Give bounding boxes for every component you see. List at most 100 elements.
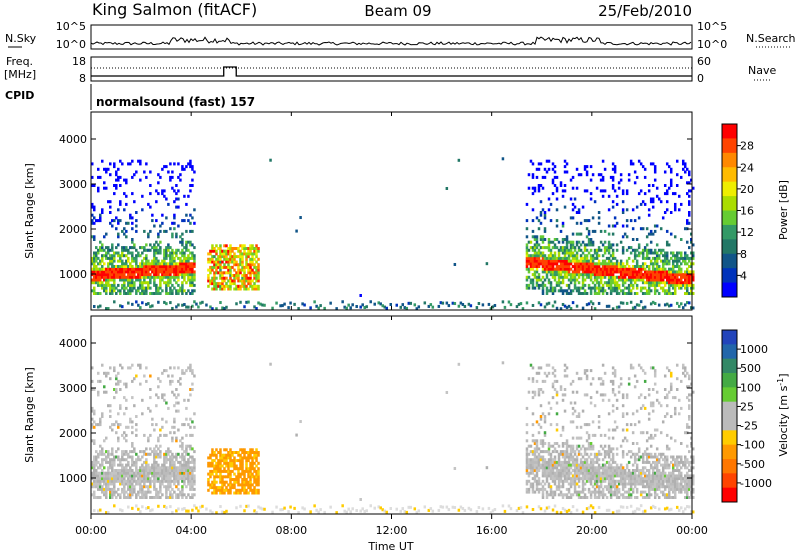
velocity-cell xyxy=(595,477,599,481)
power-cell xyxy=(149,275,152,279)
velocity-cell xyxy=(537,487,541,491)
power-cell xyxy=(141,246,144,250)
power-cell xyxy=(571,273,575,277)
power-cell xyxy=(671,259,675,263)
power-cell xyxy=(619,289,623,293)
power-cell xyxy=(225,271,228,275)
velocity-cell xyxy=(93,479,96,483)
power-cell xyxy=(607,224,611,228)
velocity-cell xyxy=(565,452,569,456)
power-cell xyxy=(529,265,533,268)
power-cell xyxy=(617,186,621,190)
velocity-cell xyxy=(611,447,615,451)
power-cell xyxy=(149,281,152,285)
velocity-cell xyxy=(139,450,142,454)
power-cell xyxy=(145,254,148,258)
velocity-cell xyxy=(153,482,156,486)
velocity-cell xyxy=(155,450,158,454)
velocity-cell xyxy=(543,471,547,475)
power-cell xyxy=(527,259,531,263)
velocity-cell xyxy=(245,467,248,471)
power-cell xyxy=(167,170,170,174)
power-cell xyxy=(91,175,94,179)
power-cell xyxy=(537,251,541,255)
power-cell xyxy=(533,275,537,279)
power-cell xyxy=(125,275,128,279)
power-cell xyxy=(633,251,637,255)
power-cell xyxy=(593,307,597,311)
velocity-cell xyxy=(539,482,543,486)
power-cell xyxy=(227,257,230,261)
power-cell xyxy=(679,262,683,266)
velocity-cell xyxy=(587,466,591,470)
velocity-cell xyxy=(537,390,541,394)
power-cell xyxy=(255,260,258,264)
power-cell xyxy=(607,270,611,274)
power-cell xyxy=(601,270,605,274)
power-cell xyxy=(177,283,180,287)
velocity-cell xyxy=(223,491,226,495)
velocity-cell xyxy=(117,493,120,497)
velocity-cell xyxy=(237,491,240,495)
power-cell xyxy=(133,267,136,271)
power-cell xyxy=(101,283,104,287)
power-cell xyxy=(563,246,567,250)
velocity-cell xyxy=(125,466,128,470)
power-cell xyxy=(591,243,595,247)
velocity-cell xyxy=(193,466,196,470)
power-cell xyxy=(655,186,659,190)
velocity-cell xyxy=(157,455,160,459)
velocity-cell xyxy=(363,510,366,514)
power-cell xyxy=(663,283,667,287)
velocity-cell xyxy=(91,379,94,383)
power-cell xyxy=(641,275,645,279)
power-cell xyxy=(641,267,645,271)
velocity-cell xyxy=(541,469,545,472)
velocity-cell xyxy=(571,436,575,440)
power-cell xyxy=(555,306,559,310)
power-cell xyxy=(687,211,691,214)
power-cell xyxy=(113,192,116,196)
velocity-cell xyxy=(117,436,120,440)
power-cell xyxy=(543,246,547,250)
power-cell xyxy=(621,283,625,287)
power-cell xyxy=(637,192,641,196)
power-cell xyxy=(111,286,114,290)
power-cell xyxy=(189,262,192,266)
velocity-cell xyxy=(515,509,519,513)
velocity-cell xyxy=(187,493,190,497)
power-cell xyxy=(587,283,591,287)
velocity-cell xyxy=(183,469,186,472)
power-cell xyxy=(569,243,573,247)
velocity-cell xyxy=(117,425,120,429)
velocity-cell xyxy=(543,466,547,470)
power-cell xyxy=(649,262,653,266)
power-cell xyxy=(229,265,232,269)
power-cell xyxy=(141,273,144,277)
velocity-cell xyxy=(193,504,196,508)
power-cell xyxy=(671,254,675,258)
velocity-cell xyxy=(221,483,224,487)
power-cell xyxy=(565,256,569,260)
power-cell xyxy=(217,257,220,261)
velocity-cell xyxy=(547,447,551,451)
velocity-cell xyxy=(135,504,138,508)
power-cell xyxy=(113,286,116,290)
power-cell xyxy=(257,268,260,272)
velocity-cell xyxy=(243,488,246,492)
velocity-cell xyxy=(569,485,573,489)
power-cell xyxy=(655,281,659,285)
velocity-cell xyxy=(611,474,615,478)
velocity-cell xyxy=(135,433,138,437)
power-cell xyxy=(681,281,685,285)
power-cell xyxy=(187,275,190,279)
velocity-cell xyxy=(97,390,100,394)
power-cell xyxy=(657,275,661,279)
velocity-cell xyxy=(241,486,244,490)
velocity-cell xyxy=(215,491,218,495)
power-cell xyxy=(123,278,126,282)
power-cell xyxy=(245,276,248,280)
velocity-cell xyxy=(529,463,533,467)
velocity-cell xyxy=(181,477,184,481)
power-cell xyxy=(675,256,679,260)
